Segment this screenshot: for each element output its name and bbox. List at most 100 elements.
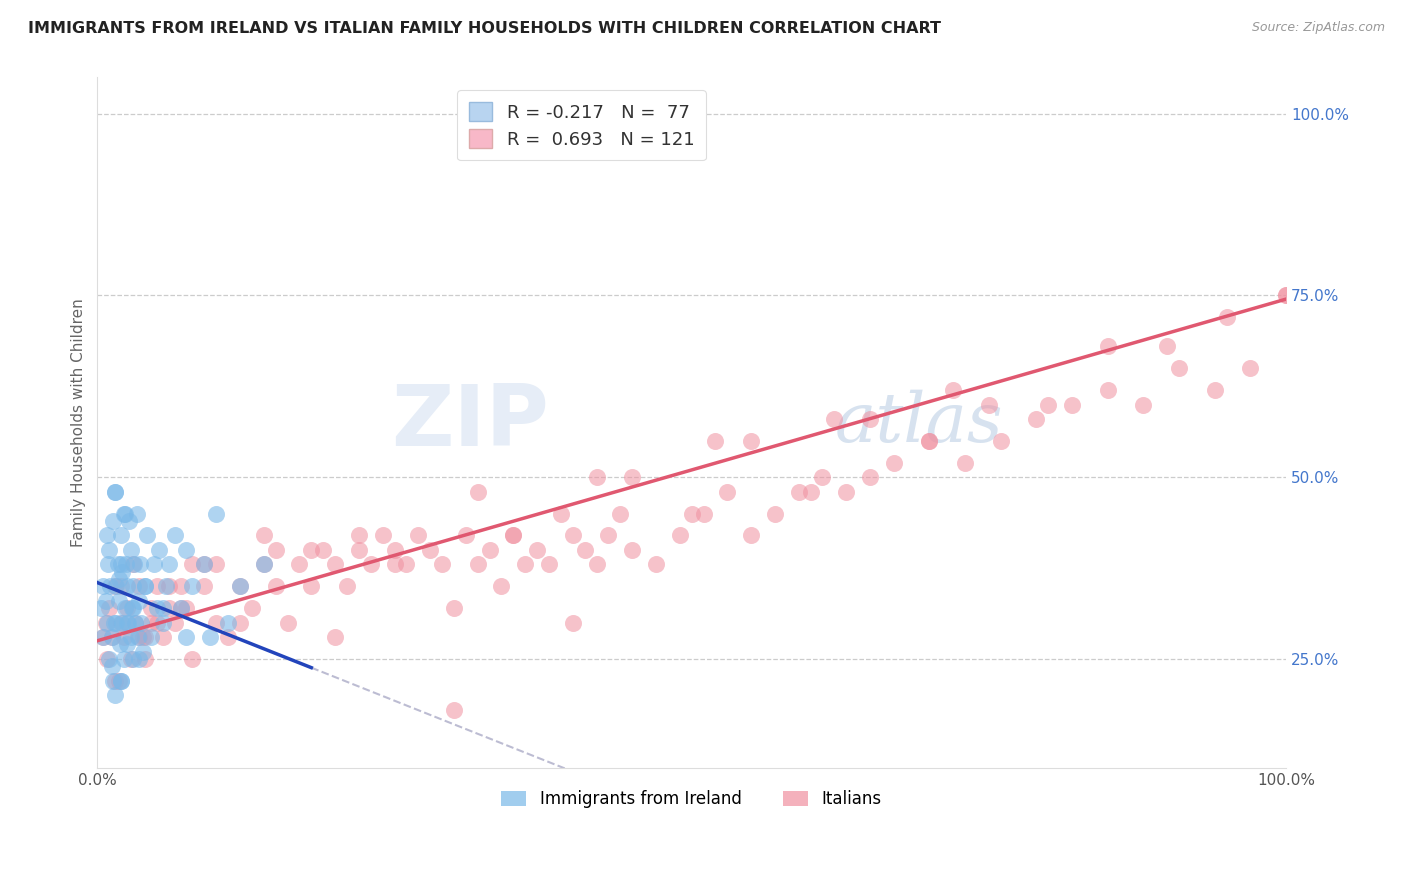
Point — [111, 615, 134, 630]
Point — [371, 528, 394, 542]
Legend: Immigrants from Ireland, Italians: Immigrants from Ireland, Italians — [495, 783, 889, 815]
Point — [110, 673, 132, 688]
Point — [125, 507, 148, 521]
Point — [323, 558, 346, 572]
Point — [193, 558, 215, 572]
Point — [134, 579, 156, 593]
Point — [1060, 397, 1083, 411]
Point — [181, 558, 204, 572]
Point — [110, 558, 132, 572]
Point — [360, 558, 382, 572]
Point — [918, 434, 941, 448]
Point — [124, 615, 146, 630]
Point — [1132, 397, 1154, 411]
Point — [163, 528, 186, 542]
Point — [977, 397, 1000, 411]
Point — [176, 542, 198, 557]
Point — [526, 542, 548, 557]
Point — [645, 558, 668, 572]
Text: ZIP: ZIP — [391, 381, 548, 464]
Point — [107, 594, 129, 608]
Point — [148, 542, 170, 557]
Point — [181, 652, 204, 666]
Point — [323, 630, 346, 644]
Point — [859, 470, 882, 484]
Point — [112, 507, 135, 521]
Point — [561, 528, 583, 542]
Point — [120, 542, 142, 557]
Point — [122, 601, 145, 615]
Point — [127, 630, 149, 644]
Point — [799, 484, 821, 499]
Point — [101, 673, 124, 688]
Point — [264, 579, 287, 593]
Point — [128, 630, 150, 644]
Point — [108, 637, 131, 651]
Point — [1168, 361, 1191, 376]
Point — [96, 528, 118, 542]
Point — [229, 615, 252, 630]
Point — [561, 615, 583, 630]
Text: atlas: atlas — [834, 389, 1002, 456]
Point — [129, 558, 152, 572]
Point — [155, 579, 177, 593]
Point — [1275, 288, 1298, 302]
Point — [100, 630, 122, 644]
Point — [740, 434, 762, 448]
Point — [169, 601, 191, 615]
Point — [704, 434, 727, 448]
Point — [681, 507, 703, 521]
Point — [91, 630, 114, 644]
Point — [585, 470, 607, 484]
Point — [502, 528, 524, 542]
Point — [117, 615, 139, 630]
Point — [157, 558, 180, 572]
Point — [115, 601, 138, 615]
Point — [205, 507, 228, 521]
Point — [103, 615, 125, 630]
Point — [139, 601, 162, 615]
Point — [146, 579, 169, 593]
Point — [122, 652, 145, 666]
Point — [112, 630, 135, 644]
Point — [859, 412, 882, 426]
Point — [1275, 288, 1298, 302]
Point — [115, 579, 138, 593]
Point — [1215, 310, 1237, 325]
Point — [128, 652, 150, 666]
Point — [96, 652, 118, 666]
Point — [347, 542, 370, 557]
Point — [100, 630, 122, 644]
Point — [98, 542, 121, 557]
Point — [288, 558, 311, 572]
Point — [716, 484, 738, 499]
Point — [787, 484, 810, 499]
Point — [143, 558, 166, 572]
Point — [146, 615, 169, 630]
Point — [692, 507, 714, 521]
Point — [134, 579, 156, 593]
Point — [91, 579, 114, 593]
Point — [918, 434, 941, 448]
Point — [763, 507, 786, 521]
Point — [253, 528, 276, 542]
Point — [537, 558, 560, 572]
Point — [478, 542, 501, 557]
Point — [200, 630, 222, 644]
Point — [835, 484, 858, 499]
Point — [1097, 339, 1119, 353]
Point — [740, 528, 762, 542]
Point — [131, 630, 153, 644]
Y-axis label: Family Households with Children: Family Households with Children — [72, 298, 86, 547]
Point — [121, 601, 143, 615]
Point — [139, 630, 162, 644]
Point — [811, 470, 834, 484]
Point — [384, 558, 406, 572]
Point — [406, 528, 429, 542]
Point — [1097, 383, 1119, 397]
Point — [104, 579, 127, 593]
Point — [1239, 361, 1261, 376]
Point — [336, 579, 359, 593]
Point — [312, 542, 335, 557]
Point — [110, 528, 132, 542]
